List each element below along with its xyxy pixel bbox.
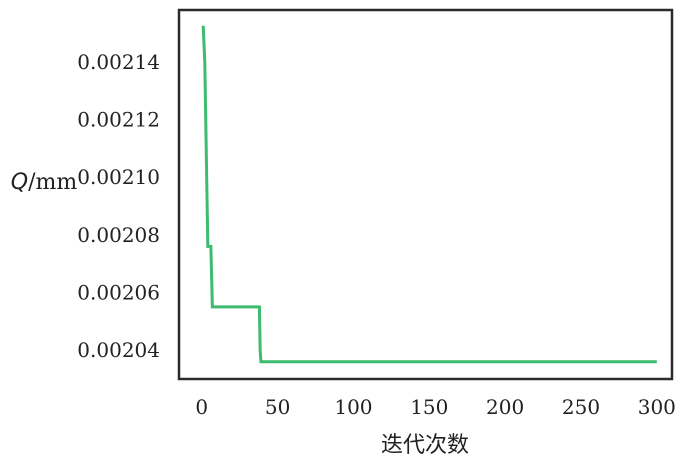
- y-tick-label: 0.00206: [77, 281, 160, 305]
- y-axis-unit: /mm: [28, 170, 77, 195]
- series-line: [201, 25, 657, 364]
- x-tick-label: 250: [562, 395, 600, 419]
- y-axis-label: Q/mm: [11, 170, 78, 195]
- x-tick-label: 0: [195, 395, 208, 419]
- x-tick-label: 300: [638, 395, 676, 419]
- y-tick-label: 0.00214: [77, 50, 160, 74]
- x-axis-label: 迭代次数: [381, 433, 469, 458]
- x-tick-label: 200: [486, 395, 524, 419]
- y-tick-label: 0.00212: [77, 108, 160, 132]
- x-tick-label: 100: [334, 395, 372, 419]
- y-axis-ticks: 0.00204 0.00206 0.00208 0.00210 0.00212 0.002…: [77, 50, 160, 362]
- x-axis-ticks: 0 50 100 150 200 250 300: [195, 395, 676, 419]
- y-tick-label: 0.00210: [77, 165, 160, 189]
- x-tick-label: 150: [410, 395, 448, 419]
- y-tick-label: 0.00208: [77, 223, 160, 247]
- y-axis-symbol: Q: [11, 170, 28, 195]
- plot-area: [177, 8, 674, 381]
- series-layer: [201, 25, 657, 364]
- y-tick-label: 0.00204: [77, 338, 160, 362]
- x-tick-label: 50: [265, 395, 290, 419]
